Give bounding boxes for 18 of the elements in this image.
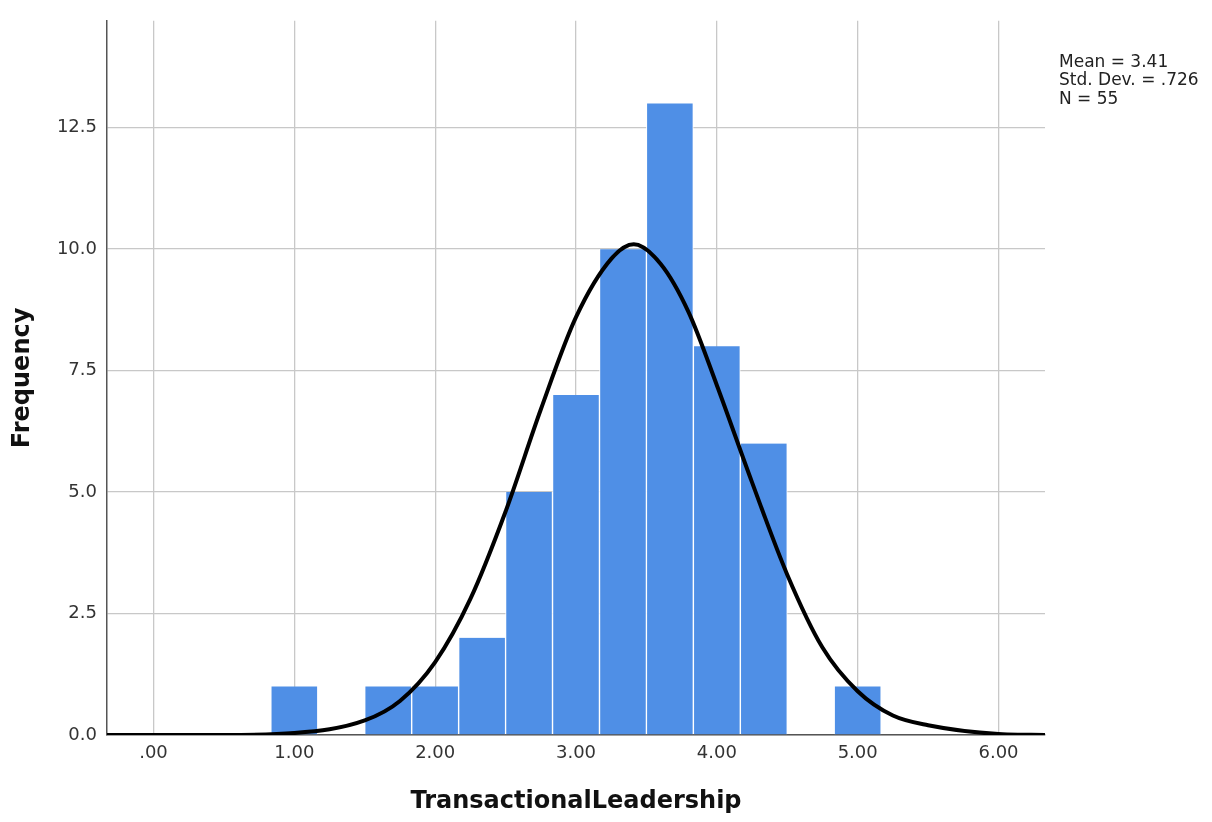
- x-tick-label: 5.00: [837, 741, 878, 763]
- y-tick-label: 10.0: [56, 236, 97, 258]
- x-tick-label: 4.00: [696, 741, 737, 763]
- y-tick-label: 0.0: [68, 722, 97, 744]
- x-axis-title: TransactionalLeadership: [410, 785, 742, 814]
- x-tick-label: 6.00: [978, 741, 1019, 763]
- x-tick-label: .00: [139, 741, 168, 763]
- x-tick-label: 3.00: [555, 741, 597, 763]
- x-tick-label: 2.00: [415, 741, 456, 763]
- text: Std. Dev. = .726: [1059, 69, 1199, 90]
- text: N = 55: [1059, 87, 1119, 108]
- y-tick-label: 7.5: [68, 358, 97, 380]
- y-axis-title: Frequency: [6, 307, 35, 449]
- x-tick-label: 1.00: [274, 741, 315, 763]
- text: Mean = 3.41: [1059, 50, 1169, 71]
- y-tick-label: 2.5: [68, 601, 97, 623]
- y-tick-label: 12.5: [56, 115, 97, 137]
- y-tick-label: 5.0: [68, 479, 97, 501]
